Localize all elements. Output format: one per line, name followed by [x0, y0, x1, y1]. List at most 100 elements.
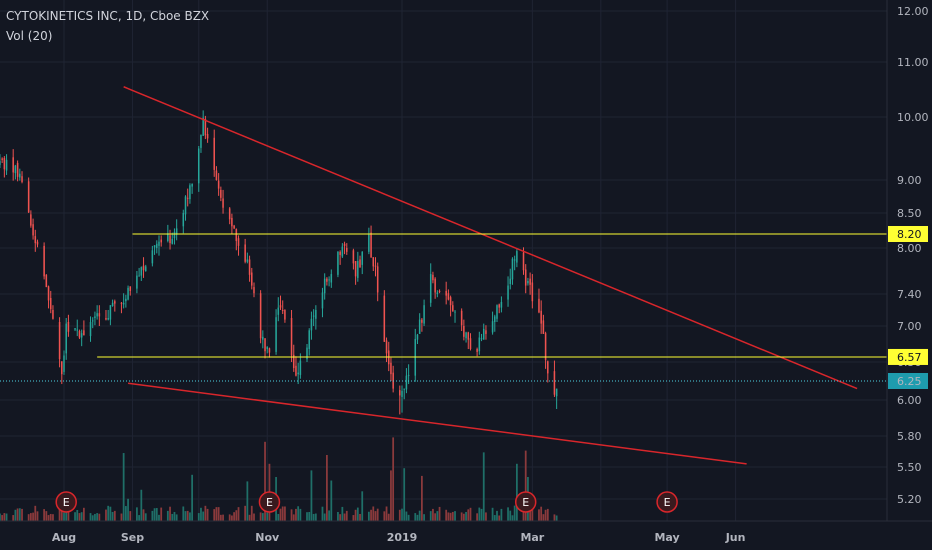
earnings-marker[interactable]: E: [55, 491, 77, 513]
candle: [423, 299, 425, 326]
candle: [553, 360, 556, 397]
current-price-label-text: 6.25: [897, 375, 922, 388]
candle-body: [235, 229, 238, 241]
candle-body: [467, 332, 470, 340]
volume-bar: [491, 507, 494, 521]
volume-bar: [339, 514, 342, 521]
candle: [372, 257, 375, 271]
candle: [142, 257, 145, 278]
time-axis[interactable]: Aug Sep Nov 2019 Mar May Jun: [0, 520, 932, 550]
candle: [32, 218, 34, 240]
candle-body: [76, 329, 79, 331]
level-label-6-57-box: [888, 348, 928, 365]
volume-bar: [184, 511, 187, 521]
symbol-title: CYTOKINETICS INC, 1D, Cboe BZX: [6, 9, 210, 23]
volume-bar: [390, 470, 392, 521]
volume-bar: [314, 513, 317, 521]
candle-body: [262, 336, 264, 340]
trendline[interactable]: [127, 382, 747, 465]
current-price-label[interactable]: 6.25: [888, 373, 928, 389]
candle-body: [357, 261, 359, 278]
volume-bar: [321, 506, 324, 521]
candle: [279, 295, 282, 310]
candle: [30, 210, 32, 228]
volume-bar: [308, 511, 311, 521]
candle: [297, 362, 299, 385]
candle: [233, 224, 235, 230]
level-label-8-20-text: 8.20: [897, 228, 922, 241]
candle-body: [107, 318, 109, 320]
volume-bar: [374, 511, 377, 521]
candle-body: [12, 157, 14, 173]
candle-body: [341, 246, 344, 257]
volume-bar: [367, 511, 370, 521]
candle-body: [160, 239, 162, 243]
candle: [237, 235, 240, 256]
volume-bar: [553, 514, 556, 521]
volume-bar: [36, 511, 39, 521]
candle: [445, 281, 447, 305]
earnings-marker[interactable]: E: [514, 491, 537, 513]
earnings-marker[interactable]: E: [258, 491, 281, 513]
earnings-marker-label: E: [266, 496, 273, 509]
candle: [136, 271, 138, 294]
volume-bar: [63, 512, 65, 521]
volume-bar: [387, 513, 390, 521]
volume-bar: [454, 511, 456, 521]
earnings-marker[interactable]: E: [656, 491, 678, 513]
candle: [3, 156, 6, 178]
candle: [83, 320, 85, 336]
candle-body: [16, 162, 19, 177]
candle: [511, 257, 514, 285]
volume-bar: [107, 505, 110, 521]
volume-bar: [151, 510, 154, 521]
price-tick-label: 11.00: [897, 56, 929, 69]
level-label-6-57[interactable]: 6.57: [888, 348, 928, 365]
candle-body: [516, 251, 518, 263]
candle: [352, 248, 355, 270]
candle: [485, 325, 487, 340]
candle: [467, 331, 470, 350]
candle: [52, 305, 54, 320]
volume-bar: [248, 514, 251, 521]
candle: [281, 300, 284, 314]
candle-body: [105, 318, 107, 320]
volume-bar: [372, 506, 375, 521]
candle: [421, 318, 423, 332]
candle: [94, 311, 96, 326]
volume-bar: [438, 506, 441, 521]
volume-bar: [105, 509, 107, 521]
volume-bar: [341, 506, 344, 521]
level-label-8-20[interactable]: 8.20: [888, 226, 928, 242]
candle: [140, 266, 143, 281]
candle: [544, 331, 547, 369]
candle-body: [498, 304, 500, 308]
volume-bar: [352, 515, 355, 521]
volume-bars: [0, 437, 558, 521]
volume-bar: [401, 508, 403, 521]
candle-body: [542, 320, 545, 334]
candle: [452, 301, 454, 312]
candle-body: [277, 307, 280, 315]
candle-body: [438, 290, 441, 292]
candle-body: [476, 349, 478, 352]
candle: [65, 318, 67, 360]
time-axis-background: [0, 521, 932, 550]
price-axis[interactable]: 12.0011.0010.009.008.508.007.407.006.506…: [886, 0, 932, 550]
candle-body: [385, 340, 388, 354]
volume-bar: [43, 509, 46, 521]
volume-bar: [0, 513, 1, 521]
volume-bar: [231, 515, 233, 521]
trendline[interactable]: [123, 86, 858, 390]
volume-bar: [540, 506, 543, 521]
candle: [251, 267, 253, 290]
candle: [496, 304, 498, 322]
candle-body: [531, 282, 534, 302]
candle: [120, 302, 123, 314]
volume-bar: [295, 508, 297, 521]
time-tick-label: 2019: [387, 531, 418, 544]
candle: [27, 177, 30, 213]
candle: [76, 319, 79, 337]
candle-body: [308, 330, 310, 350]
